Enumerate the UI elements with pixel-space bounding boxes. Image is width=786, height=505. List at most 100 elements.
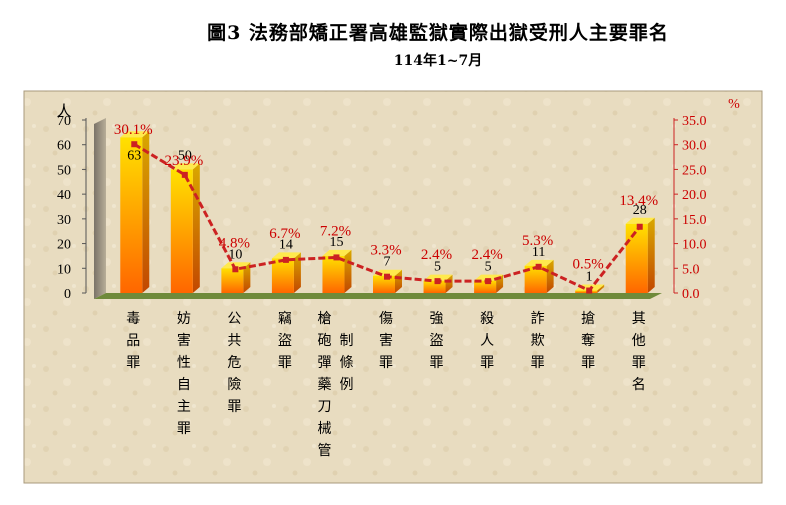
bar-value-label: 28 bbox=[633, 203, 647, 218]
chart-back-wall bbox=[94, 118, 106, 299]
percent-label: 3.3% bbox=[370, 243, 401, 259]
category-label-char: 罪 bbox=[430, 355, 444, 371]
category-label-char: 罪 bbox=[379, 355, 393, 371]
percent-label: 23.9% bbox=[164, 153, 203, 169]
bar bbox=[120, 137, 143, 293]
bar-value-label: 1 bbox=[586, 270, 593, 285]
bar bbox=[221, 268, 244, 293]
right-axis-tick-label: 20.0 bbox=[682, 188, 707, 203]
category-label-char: 共 bbox=[227, 333, 241, 349]
category-label-char: 妨 bbox=[177, 311, 191, 327]
bar-value-label: 15 bbox=[329, 235, 343, 250]
left-axis-tick-label: 0 bbox=[64, 287, 71, 302]
left-axis-tick-label: 40 bbox=[57, 188, 71, 203]
bar-value-label: 5 bbox=[485, 260, 492, 275]
bar bbox=[625, 223, 648, 293]
bar bbox=[322, 255, 345, 293]
percent-marker bbox=[434, 278, 441, 285]
category-label-char: 毒 bbox=[126, 311, 140, 327]
percent-label: 0.5% bbox=[573, 257, 604, 273]
category-label-char: 制 bbox=[339, 333, 353, 349]
percent-marker bbox=[181, 171, 188, 178]
category-label-char: 害 bbox=[379, 333, 393, 349]
category-label-char: 罪 bbox=[126, 355, 140, 371]
percent-marker bbox=[535, 263, 542, 270]
category-label-char: 人 bbox=[480, 333, 494, 349]
category-label-char: 主 bbox=[177, 399, 191, 415]
category-label-char: 管 bbox=[317, 443, 331, 459]
right-axis-tick-label: 25.0 bbox=[682, 163, 707, 178]
percent-label: 7.2% bbox=[320, 223, 351, 239]
category-label-char: 品 bbox=[126, 333, 140, 349]
bar bbox=[524, 265, 547, 293]
percent-label: 5.3% bbox=[522, 233, 553, 249]
category-label-char: 搶 bbox=[581, 310, 595, 327]
bar-side bbox=[192, 163, 200, 293]
bar-value-label: 10 bbox=[228, 247, 242, 262]
category-label-char: 欺 bbox=[531, 333, 545, 349]
bar-side bbox=[142, 131, 150, 293]
bar-value-label: 14 bbox=[279, 237, 293, 252]
percent-label: 4.8% bbox=[219, 235, 250, 251]
category-label-char: 罪 bbox=[632, 355, 646, 371]
bar-side bbox=[243, 262, 251, 293]
category-label-char: 盜 bbox=[430, 333, 444, 349]
bar-top bbox=[120, 131, 150, 138]
category-label-char: 自 bbox=[177, 377, 191, 393]
category-label-char: 條 bbox=[339, 355, 353, 371]
bar-top bbox=[170, 163, 200, 170]
left-axis-tick-label: 20 bbox=[57, 238, 71, 253]
left-axis-tick-label: 30 bbox=[57, 213, 71, 228]
category-label-char: 危 bbox=[227, 355, 241, 371]
category-label-char: 盜 bbox=[278, 333, 292, 349]
chart-subtitle: 114年1~7月 bbox=[393, 53, 483, 69]
bar-side bbox=[597, 284, 605, 293]
category-label-char: 械 bbox=[317, 421, 331, 437]
percent-marker bbox=[586, 287, 593, 294]
bar-side bbox=[445, 274, 453, 293]
left-axis-tick-label: 10 bbox=[57, 262, 71, 277]
right-axis-tick-label: 30.0 bbox=[682, 139, 707, 154]
category-label-char: 竊 bbox=[278, 311, 292, 327]
category-label-char: 強 bbox=[430, 311, 444, 327]
category-label-char: 性 bbox=[177, 355, 191, 371]
category-label-char: 公 bbox=[227, 311, 241, 327]
bar-value-label: 7 bbox=[384, 255, 391, 270]
bar bbox=[271, 258, 294, 293]
percent-label: 6.7% bbox=[269, 226, 300, 242]
category-label-char: 槍 bbox=[317, 311, 331, 327]
percent-label: 2.4% bbox=[471, 247, 502, 263]
percent-marker bbox=[282, 256, 289, 263]
bar-value-label: 5 bbox=[434, 260, 441, 275]
percent-marker bbox=[636, 223, 643, 230]
bar-top bbox=[625, 217, 655, 224]
category-label-char: 殺 bbox=[480, 311, 494, 327]
percent-label: 13.4% bbox=[619, 193, 658, 209]
category-label-char: 藥 bbox=[317, 377, 331, 393]
percent-marker bbox=[333, 254, 340, 261]
category-label-char: 刀 bbox=[317, 399, 331, 415]
category-label-char: 罪 bbox=[227, 399, 241, 415]
category-label-char: 詐 bbox=[531, 311, 545, 327]
category-label-char: 罪 bbox=[581, 355, 595, 371]
percent-label: 30.1% bbox=[114, 122, 153, 138]
bar bbox=[170, 169, 193, 293]
category-label-char: 奪 bbox=[581, 332, 595, 349]
category-label-char: 例 bbox=[339, 377, 353, 393]
category-label-char: 害 bbox=[177, 333, 191, 349]
bar-top bbox=[322, 249, 352, 256]
bar-side bbox=[293, 252, 301, 293]
bar-top bbox=[524, 259, 554, 266]
category-label-char: 傷 bbox=[379, 311, 393, 327]
category-label-char: 名 bbox=[632, 377, 646, 393]
bar-value-label: 63 bbox=[127, 148, 141, 163]
category-label-char: 罪 bbox=[278, 355, 292, 371]
right-axis-tick-label: 15.0 bbox=[682, 213, 707, 228]
bar-side bbox=[395, 269, 402, 293]
right-axis-label: % bbox=[728, 97, 740, 112]
category-label-char: 罪 bbox=[177, 421, 191, 437]
bar-side bbox=[647, 217, 655, 293]
category-label-char: 罪 bbox=[480, 355, 494, 371]
bar-side bbox=[344, 249, 352, 293]
